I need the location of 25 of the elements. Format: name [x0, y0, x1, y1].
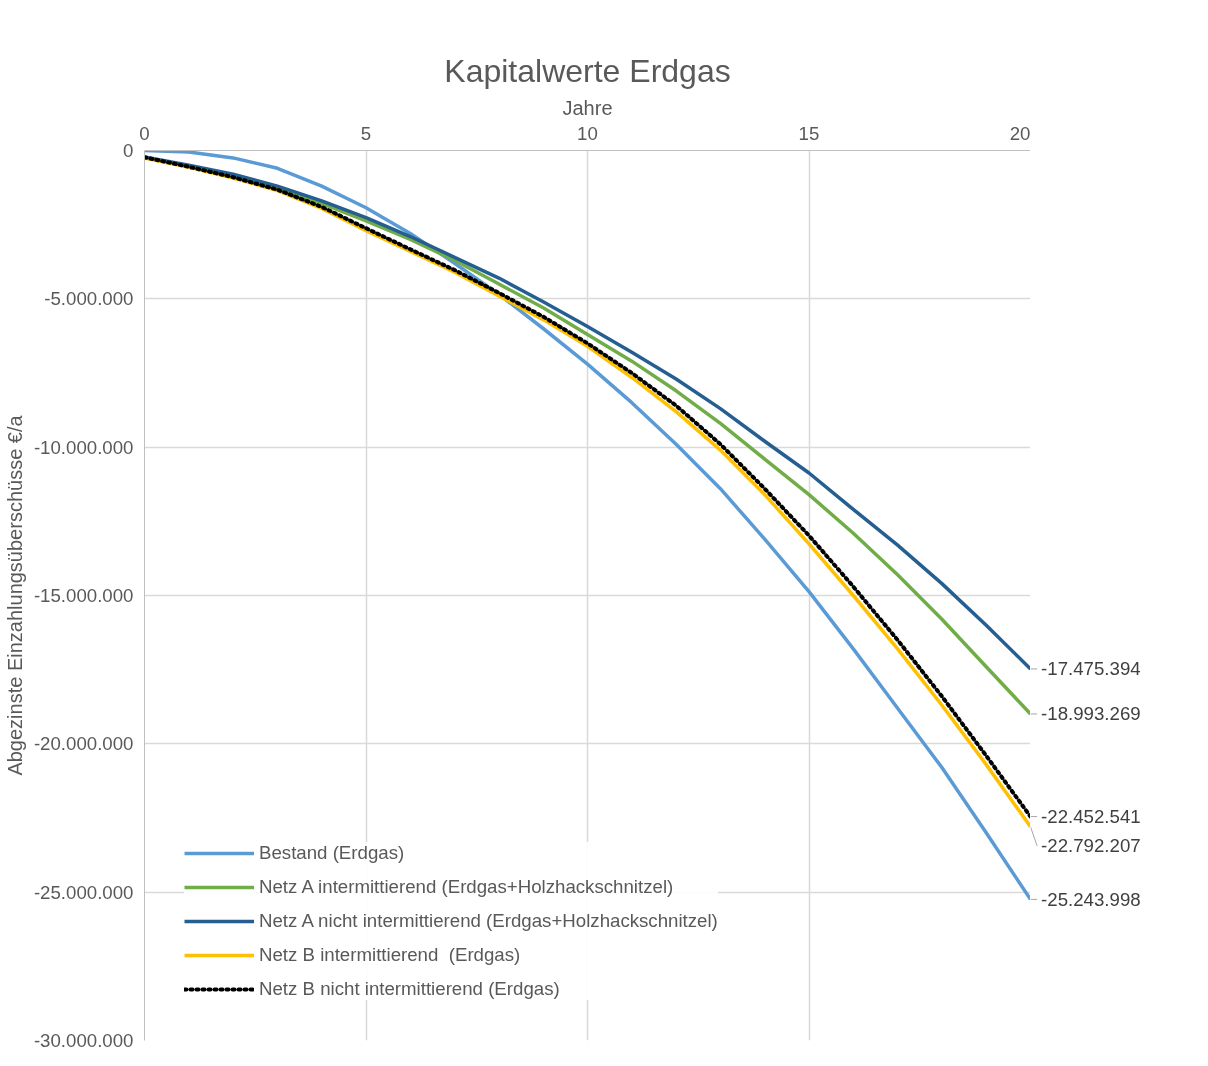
data-label: -18.993.269: [1041, 703, 1141, 725]
x-axis-title: Jahre: [562, 96, 613, 119]
y-tick-label: -10.000.000: [33, 436, 134, 458]
y-tick-label: -20.000.000: [33, 733, 134, 755]
y-tick-label: -5.000.000: [44, 288, 134, 310]
x-tick-label: 5: [360, 122, 372, 144]
y-tick-label: -30.000.000: [33, 1030, 134, 1051]
legend-label: Netz B nicht intermittierend (Erdgas): [259, 978, 560, 1000]
chart-title: Kapitalwerte Erdgas: [444, 52, 731, 89]
legend-label: Netz A nicht intermittierend (Erdgas+Holzhackschnitzel): [259, 910, 718, 932]
x-tick-label: 0: [139, 122, 150, 144]
y-axis-title: Abgezinste Einzahlungsüberschüsse €/a: [3, 414, 26, 776]
y-tick-label: -25.000.000: [33, 881, 134, 903]
x-tick-label: 10: [577, 122, 598, 144]
legend-label: Netz A intermittierend (Erdgas+Holzhackschnitzel): [259, 876, 674, 898]
data-label: -17.475.394: [1041, 658, 1141, 680]
y-tick-label: -15.000.000: [33, 585, 134, 606]
x-tick-label: 20: [1009, 122, 1031, 144]
legend-label: Bestand (Erdgas): [259, 842, 405, 864]
data-label: -25.243.998: [1041, 888, 1141, 910]
data-label: -22.792.207: [1041, 835, 1141, 857]
legend-label: Netz B intermittierend (Erdgas): [259, 944, 521, 966]
data-label: -22.452.541: [1041, 806, 1141, 828]
y-tick-label: 0: [123, 140, 134, 161]
x-tick-label: 15: [798, 122, 820, 144]
